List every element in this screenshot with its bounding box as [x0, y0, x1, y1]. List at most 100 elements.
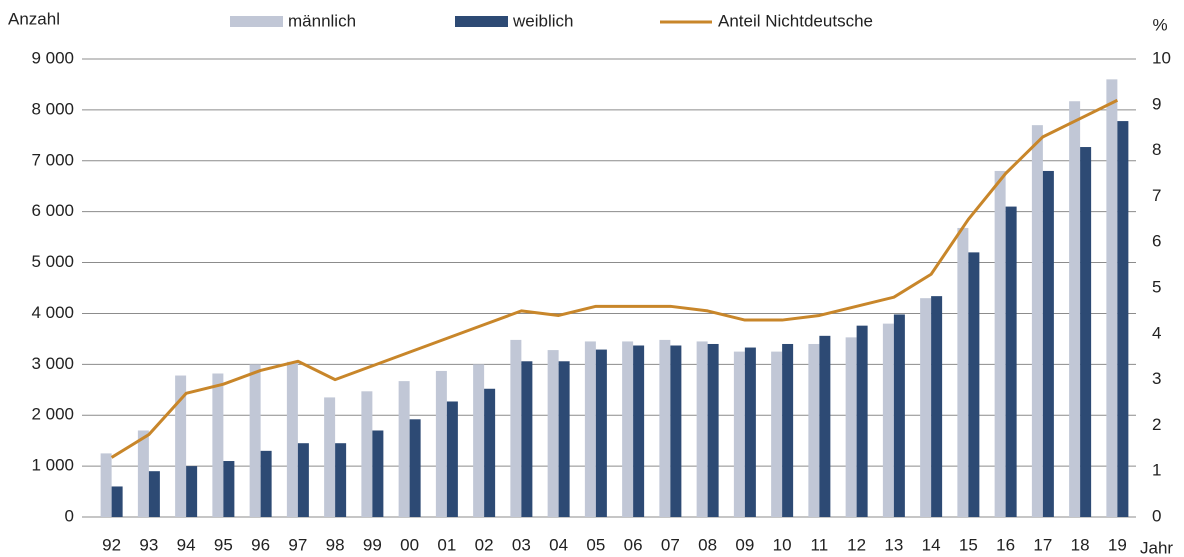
- legend-label: weiblich: [512, 11, 573, 30]
- x-axis-label: Jahr: [1140, 538, 1173, 557]
- bar: [670, 345, 682, 517]
- y2-tick-label: 2: [1152, 415, 1161, 434]
- y2-tick-label: 9: [1152, 94, 1161, 113]
- y-tick-label: 8 000: [31, 99, 74, 118]
- bar: [808, 343, 820, 517]
- x-tick-label: 04: [549, 535, 568, 554]
- bar: [584, 341, 596, 517]
- bar: [297, 443, 309, 517]
- x-tick-label: 11: [811, 535, 829, 554]
- bar: [446, 401, 458, 517]
- bar: [1106, 79, 1118, 517]
- bar: [771, 351, 783, 517]
- y-axis-label: Anzahl: [8, 9, 60, 28]
- x-tick-label: 14: [922, 535, 941, 554]
- bar: [968, 252, 980, 517]
- bar: [893, 314, 905, 517]
- y2-tick-label: 1: [1152, 461, 1161, 480]
- bar: [249, 364, 261, 517]
- bar: [1031, 125, 1043, 518]
- legend-label: Anteil Nichtdeutsche: [718, 11, 873, 30]
- x-tick-label: 94: [177, 535, 196, 554]
- bar: [733, 351, 745, 517]
- x-tick-label: 12: [847, 535, 866, 554]
- x-tick-label: 07: [661, 535, 680, 554]
- bar: [659, 339, 671, 517]
- bar: [1042, 170, 1054, 517]
- y2-tick-label: 8: [1152, 140, 1161, 159]
- x-tick-label: 99: [363, 535, 382, 554]
- bar: [1005, 206, 1017, 518]
- y2-axis-label: %: [1152, 15, 1167, 34]
- y2-tick-label: 0: [1152, 506, 1161, 525]
- y-tick-label: 0: [65, 506, 74, 525]
- bar: [957, 227, 969, 517]
- y-tick-label: 6 000: [31, 201, 74, 220]
- y2-tick-label: 10: [1152, 48, 1171, 67]
- bar: [286, 361, 298, 517]
- bar: [782, 343, 794, 517]
- y-tick-label: 3 000: [31, 354, 74, 373]
- bar: [260, 450, 272, 517]
- bar: [361, 391, 373, 517]
- bar: [707, 343, 719, 517]
- x-tick-label: 95: [214, 535, 233, 554]
- bar: [100, 453, 112, 517]
- y-tick-label: 4 000: [31, 303, 74, 322]
- legend-swatch: [455, 16, 508, 27]
- legend-swatch: [230, 16, 283, 27]
- x-tick-label: 15: [959, 535, 978, 554]
- y-tick-label: 5 000: [31, 252, 74, 271]
- y2-tick-label: 6: [1152, 232, 1161, 251]
- bar: [744, 347, 756, 517]
- bar: [324, 397, 336, 517]
- bar: [409, 419, 421, 517]
- x-tick-label: 09: [735, 535, 754, 554]
- y-tick-label: 7 000: [31, 150, 74, 169]
- y-tick-label: 9 000: [31, 48, 74, 67]
- bar: [212, 373, 224, 517]
- x-tick-label: 93: [139, 535, 158, 554]
- y-tick-label: 1 000: [31, 456, 74, 475]
- x-tick-label: 13: [884, 535, 903, 554]
- bar: [920, 298, 932, 517]
- bar: [931, 296, 943, 517]
- x-tick-label: 03: [512, 535, 531, 554]
- y2-tick-label: 3: [1152, 369, 1161, 388]
- bar: [137, 430, 149, 517]
- bar: [521, 361, 533, 517]
- bar: [111, 486, 123, 517]
- bar: [595, 349, 607, 517]
- x-tick-label: 02: [475, 535, 494, 554]
- x-tick-label: 18: [1071, 535, 1090, 554]
- bar: [175, 375, 187, 517]
- bar: [398, 381, 410, 517]
- line: [110, 98, 1119, 459]
- bar: [435, 370, 447, 517]
- x-tick-label: 19: [1108, 535, 1127, 554]
- bar: [845, 337, 857, 517]
- x-tick-label: 97: [288, 535, 307, 554]
- bar: [1117, 121, 1129, 517]
- bar: [633, 345, 645, 517]
- bar: [1069, 101, 1081, 517]
- bar: [882, 323, 894, 517]
- bar: [223, 461, 235, 517]
- bar: [1080, 147, 1092, 517]
- bar: [148, 471, 160, 517]
- x-tick-label: 16: [996, 535, 1015, 554]
- bar: [856, 325, 868, 517]
- x-tick-label: 05: [586, 535, 605, 554]
- x-tick-label: 10: [773, 535, 792, 554]
- x-tick-label: 17: [1033, 535, 1052, 554]
- bar: [510, 339, 522, 517]
- bar: [696, 341, 708, 517]
- x-tick-label: 08: [698, 535, 717, 554]
- x-tick-label: 96: [251, 535, 270, 554]
- x-tick-label: 06: [624, 535, 643, 554]
- x-tick-label: 00: [400, 535, 419, 554]
- bar: [372, 430, 384, 517]
- bar: [558, 361, 570, 517]
- y2-tick-label: 4: [1152, 323, 1161, 342]
